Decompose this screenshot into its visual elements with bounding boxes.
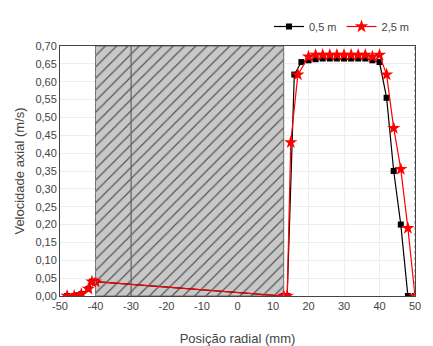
svg-text:0: 0 [234,300,240,312]
svg-text:Posição radial (mm): Posição radial (mm) [180,331,296,346]
svg-text:0,5 m: 0,5 m [309,21,337,33]
svg-text:20: 20 [302,300,314,312]
svg-text:0,30: 0,30 [35,183,56,195]
svg-text:0,70: 0,70 [35,40,56,52]
svg-text:50: 50 [409,300,421,312]
svg-text:0,05: 0,05 [35,272,56,284]
svg-text:0,55: 0,55 [35,93,56,105]
svg-text:0,60: 0,60 [35,76,56,88]
svg-text:-50: -50 [52,300,68,312]
svg-text:0,65: 0,65 [35,58,56,70]
svg-text:10: 10 [267,300,279,312]
svg-text:40: 40 [373,300,385,312]
svg-text:0,40: 0,40 [35,147,56,159]
svg-text:0,00: 0,00 [35,290,56,302]
svg-text:-20: -20 [159,300,175,312]
svg-text:-10: -10 [194,300,210,312]
svg-text:0,15: 0,15 [35,236,56,248]
svg-text:0,50: 0,50 [35,111,56,123]
svg-text:-30: -30 [123,300,139,312]
svg-text:0,45: 0,45 [35,129,56,141]
svg-text:-40: -40 [88,300,104,312]
svg-text:Velocidade axial (m/s): Velocidade axial (m/s) [12,107,27,234]
svg-text:0,10: 0,10 [35,254,56,266]
svg-text:0,35: 0,35 [35,165,56,177]
svg-text:0,20: 0,20 [35,218,56,230]
svg-text:30: 30 [338,300,350,312]
svg-text:0,25: 0,25 [35,201,56,213]
svg-text:2,5 m: 2,5 m [382,21,410,33]
